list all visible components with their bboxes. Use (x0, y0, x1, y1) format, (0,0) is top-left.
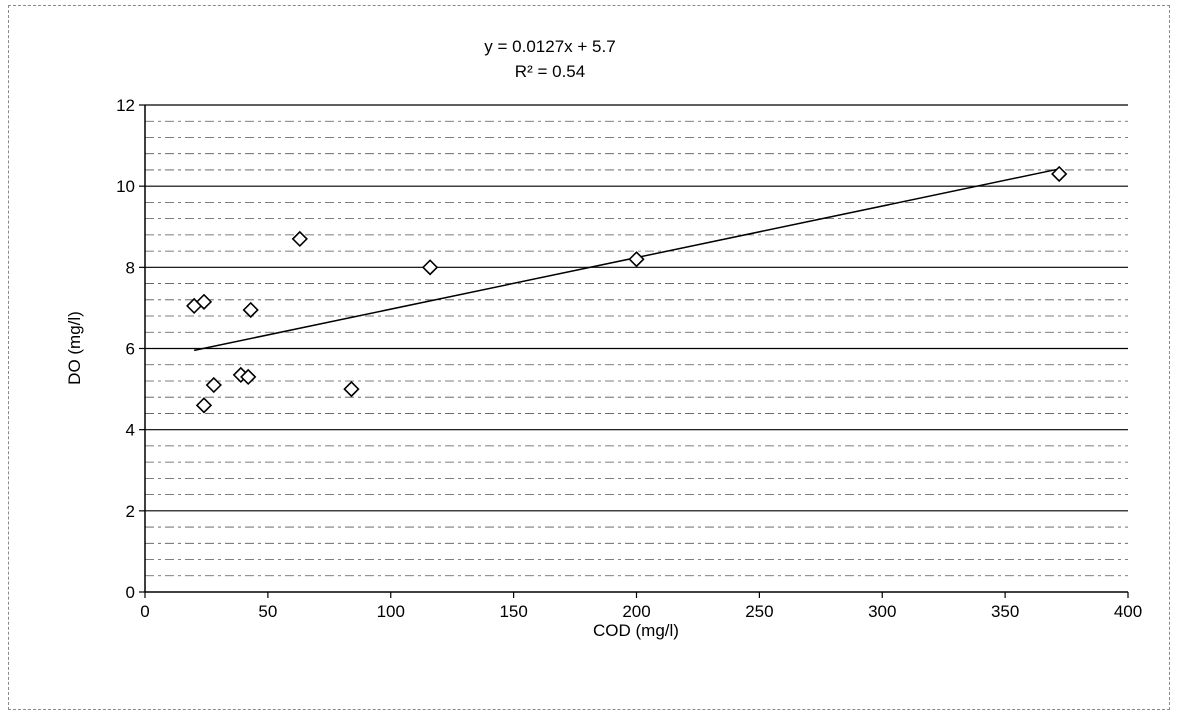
x-tick-label: 400 (1114, 602, 1142, 621)
data-point-diamond (240, 368, 257, 386)
y-tick-label: 8 (126, 258, 135, 277)
y-tick-label: 4 (126, 421, 135, 440)
x-tick-label: 100 (377, 602, 405, 621)
data-point-diamond (421, 259, 439, 276)
trendline-equation: y = 0.0127x + 5.7 (484, 37, 615, 56)
y-tick-label: 0 (126, 583, 135, 602)
x-tick-label: 0 (140, 602, 149, 621)
data-point-diamond (195, 293, 213, 310)
x-tick-label: 300 (868, 602, 896, 621)
y-axis-label: DO (mg/l) (65, 311, 84, 385)
x-tick-label: 150 (499, 602, 527, 621)
x-axis-label: COD (mg/l) (593, 621, 679, 640)
trendline (193, 168, 1060, 352)
x-tick-label: 350 (991, 602, 1019, 621)
gridlines (145, 104, 1128, 577)
data-points (186, 165, 1068, 414)
x-tick-label: 200 (622, 602, 650, 621)
y-tick-label: 2 (126, 502, 135, 521)
data-point-diamond (343, 380, 360, 398)
data-point-diamond (1051, 165, 1068, 183)
y-tick-label: 6 (126, 340, 135, 359)
x-tick-label: 250 (745, 602, 773, 621)
y-tick-label: 12 (116, 96, 135, 115)
x-tick-label: 50 (258, 602, 277, 621)
y-tick-label: 10 (116, 177, 135, 196)
data-point-diamond (291, 230, 308, 248)
data-point-diamond (205, 376, 222, 394)
data-point-diamond (242, 301, 259, 319)
trendline-r2: R² = 0.54 (515, 62, 585, 81)
data-point-diamond (628, 251, 645, 268)
tick-labels: 0 2 4 6 8 10 12 0 50 100 150 200 250 300 350 400 (116, 96, 1142, 621)
data-point-diamond (195, 397, 213, 414)
